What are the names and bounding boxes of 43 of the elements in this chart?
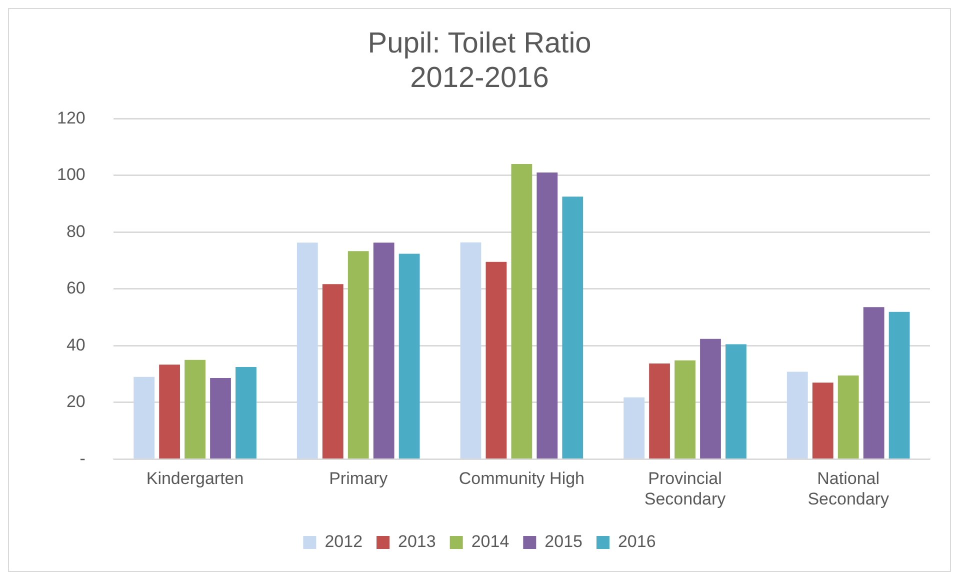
chart-title: Pupil: Toilet Ratio 2012-2016 [368, 27, 592, 94]
y-tick-label: - [80, 448, 86, 468]
legend-label: 2014 [471, 532, 510, 552]
bar [373, 242, 394, 458]
y-tick-label: 40 [66, 335, 86, 354]
bar [562, 196, 584, 458]
bar [486, 262, 507, 458]
y-tick-label: 80 [66, 222, 86, 241]
x-tick-label: National Secondary [808, 469, 890, 508]
bar [159, 364, 180, 458]
y-tick-label: 100 [56, 165, 86, 184]
bar [786, 372, 808, 458]
y-tick-label: 20 [66, 392, 86, 412]
bar [460, 242, 482, 458]
bar [812, 382, 834, 458]
bar [322, 284, 344, 458]
bar [511, 164, 532, 458]
bar [236, 366, 256, 458]
legend-label: 2015 [544, 532, 582, 552]
bar [863, 307, 884, 458]
bar [536, 172, 558, 458]
legend-label: 2016 [618, 532, 656, 552]
y-tick-label: 120 [56, 108, 86, 128]
bar [674, 360, 696, 458]
legend-label: 2013 [398, 532, 436, 552]
bar [210, 378, 231, 458]
bar [348, 251, 369, 458]
bar [624, 397, 644, 458]
bar [649, 364, 670, 458]
bar [296, 242, 318, 458]
bar [838, 375, 859, 458]
bar [134, 376, 155, 458]
bar [888, 312, 910, 458]
bar [184, 360, 206, 458]
y-tick-label: 60 [66, 278, 86, 298]
x-tick-label: Provincial Secondary [644, 469, 726, 508]
x-tick-label: Community High [458, 469, 585, 488]
x-tick-label: Primary [329, 469, 388, 488]
bar [726, 344, 746, 458]
legend-label: 2012 [324, 532, 363, 552]
bar [398, 254, 420, 458]
bar [700, 338, 721, 458]
x-tick-label: Kindergarten [146, 469, 244, 488]
